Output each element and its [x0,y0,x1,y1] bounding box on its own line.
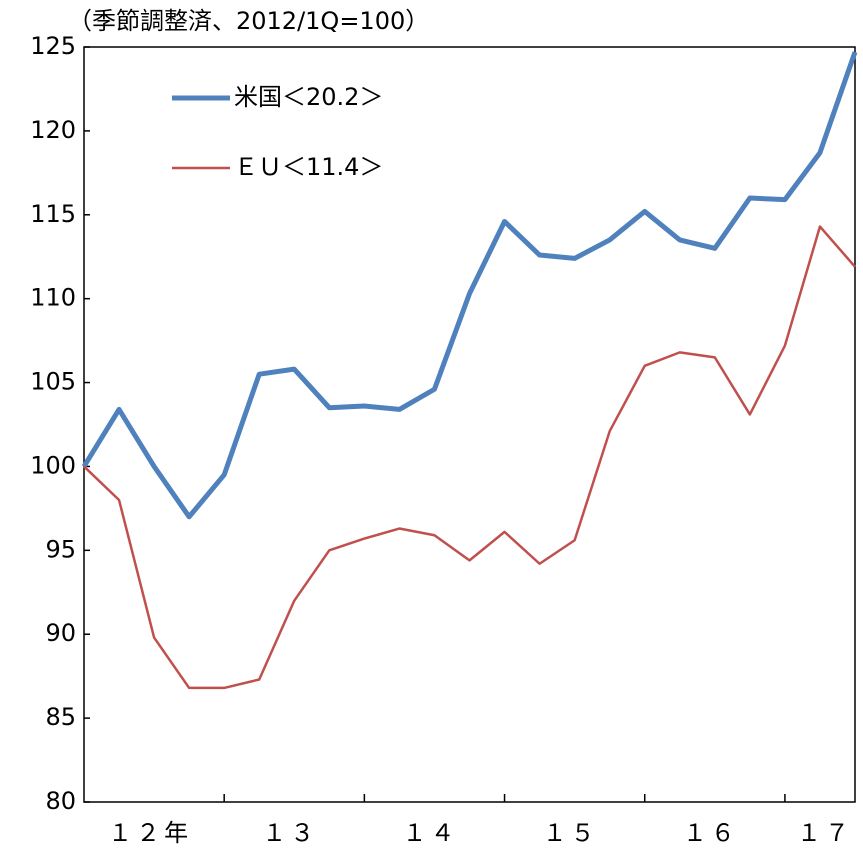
y-tick-label: 105 [30,368,76,396]
x-tick-label: １５ [543,819,599,847]
x-tick-label: １６ [683,819,739,847]
y-tick-label: 115 [30,200,76,228]
x-tick-label: １２年 [108,819,192,847]
y-tick-label: 85 [45,703,76,731]
legend-label: ＥＵ＜11.4＞ [234,153,383,181]
y-tick-label: 80 [45,787,76,815]
legend-label: 米国＜20.2＞ [234,83,383,111]
series-line [81,51,858,520]
y-tick-label: 90 [45,619,76,647]
x-tick-label: １４ [402,819,458,847]
y-tick-label: 110 [30,284,76,312]
y-tick-label: 125 [30,32,76,60]
y-tick-label: 95 [45,535,76,563]
y-tick-label: 120 [30,116,76,144]
y-tick-label: 100 [30,451,76,479]
chart-subtitle: （季節調整済、2012/1Q=100） [68,7,429,35]
x-tick-label: １３ [262,819,318,847]
series-line [83,225,856,690]
x-tick-label: １７ [797,819,853,847]
plot-frame [83,46,856,803]
